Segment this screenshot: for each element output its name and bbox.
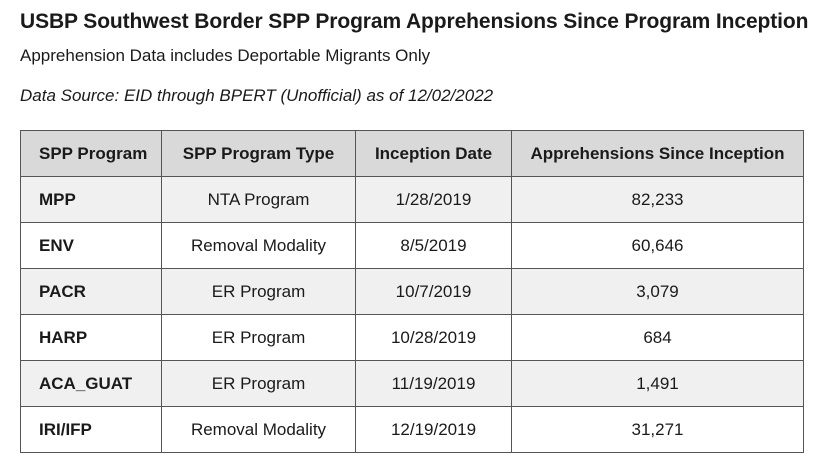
table-row: HARP ER Program 10/28/2019 684: [20, 314, 804, 361]
cell-program-type: ER Program: [161, 268, 356, 315]
cell-apprehensions: 31,271: [511, 406, 804, 453]
header-apprehensions: Apprehensions Since Inception: [511, 130, 804, 177]
cell-inception-date: 11/19/2019: [355, 360, 512, 407]
table-row: IRI/IFP Removal Modality 12/19/2019 31,2…: [20, 406, 804, 453]
cell-apprehensions: 82,233: [511, 176, 804, 223]
table-row: MPP NTA Program 1/28/2019 82,233: [20, 176, 804, 223]
table-row: ACA_GUAT ER Program 11/19/2019 1,491: [20, 360, 804, 407]
cell-program-type: ER Program: [161, 314, 356, 361]
header-inception-date: Inception Date: [355, 130, 512, 177]
cell-inception-date: 10/7/2019: [355, 268, 512, 315]
table-row: ENV Removal Modality 8/5/2019 60,646: [20, 222, 804, 269]
cell-inception-date: 1/28/2019: [355, 176, 512, 223]
cell-inception-date: 12/19/2019: [355, 406, 512, 453]
cell-program: HARP: [20, 314, 162, 361]
header-spp-program: SPP Program: [20, 130, 162, 177]
cell-program: ENV: [20, 222, 162, 269]
cell-apprehensions: 684: [511, 314, 804, 361]
cell-apprehensions: 60,646: [511, 222, 804, 269]
cell-program-type: NTA Program: [161, 176, 356, 223]
cell-program: PACR: [20, 268, 162, 315]
data-source-note: Data Source: EID through BPERT (Unoffici…: [20, 86, 494, 105]
cell-apprehensions: 1,491: [511, 360, 804, 407]
cell-program-type: Removal Modality: [161, 222, 356, 269]
cell-inception-date: 10/28/2019: [355, 314, 512, 361]
spp-apprehensions-table: SPP Program SPP Program Type Inception D…: [20, 130, 804, 453]
table-row: PACR ER Program 10/7/2019 3,079: [20, 268, 804, 315]
table-header-row: SPP Program SPP Program Type Inception D…: [20, 130, 804, 177]
cell-apprehensions: 3,079: [511, 268, 804, 315]
cell-program-type: Removal Modality: [161, 406, 356, 453]
page-subtitle: Apprehension Data includes Deportable Mi…: [20, 46, 431, 65]
header-spp-program-type: SPP Program Type: [161, 130, 356, 177]
cell-program: MPP: [20, 176, 162, 223]
cell-program: IRI/IFP: [20, 406, 162, 453]
cell-program-type: ER Program: [161, 360, 356, 407]
cell-inception-date: 8/5/2019: [355, 222, 512, 269]
page-title: USBP Southwest Border SPP Program Appreh…: [20, 10, 809, 33]
cell-program: ACA_GUAT: [20, 360, 162, 407]
